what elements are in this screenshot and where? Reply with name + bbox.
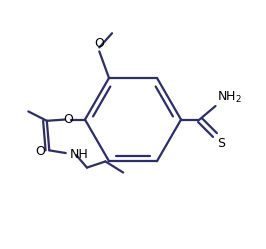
- Text: NH$_2$: NH$_2$: [217, 90, 242, 105]
- Text: NH: NH: [70, 148, 89, 161]
- Text: O: O: [35, 145, 45, 158]
- Text: O: O: [63, 113, 73, 126]
- Text: S: S: [217, 137, 225, 150]
- Text: O: O: [94, 37, 104, 50]
